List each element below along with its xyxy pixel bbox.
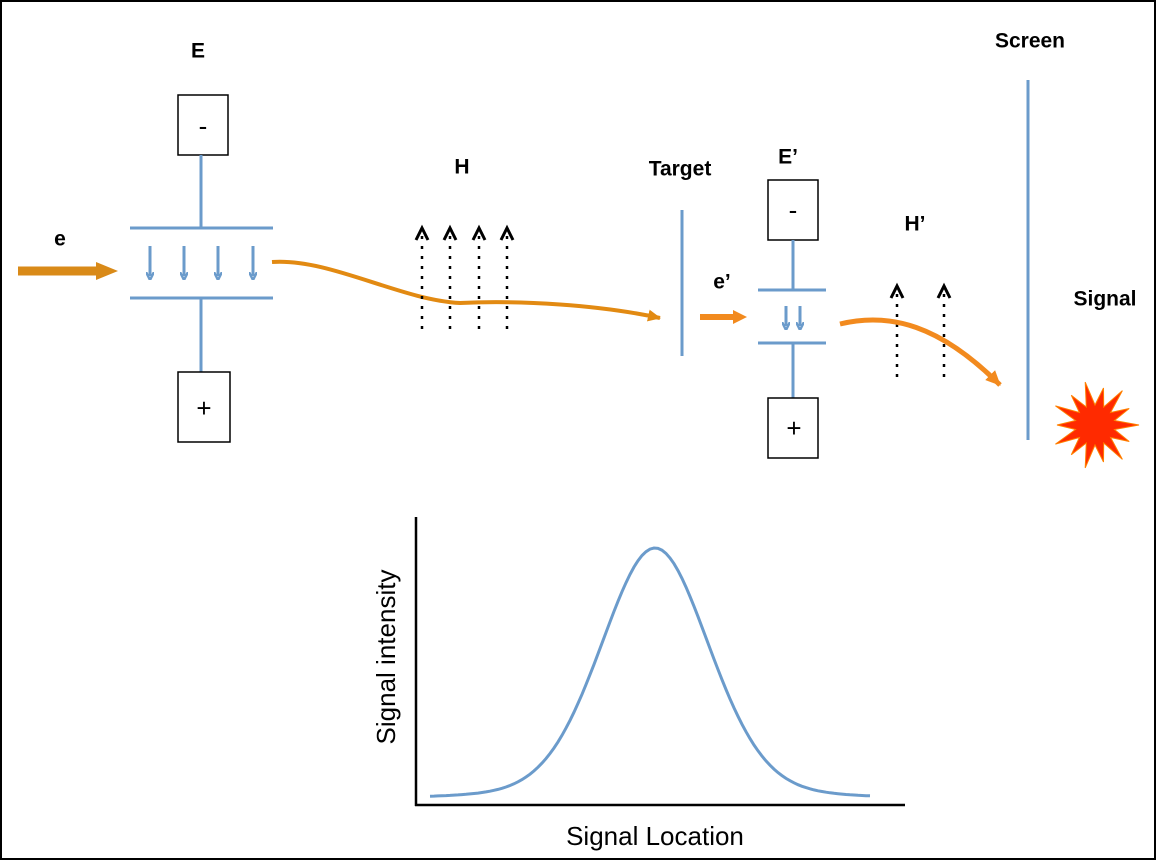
field-h-prime xyxy=(889,282,952,380)
capacitor-e xyxy=(130,94,273,443)
label: + xyxy=(786,413,801,443)
arrowhead xyxy=(733,310,747,324)
signal-burst xyxy=(1055,381,1140,469)
field-h xyxy=(414,224,515,336)
trajectory xyxy=(839,317,1002,387)
label: Target xyxy=(649,158,712,181)
label: e’ xyxy=(713,271,731,294)
arrowhead xyxy=(96,262,118,280)
distribution-curve xyxy=(429,546,871,798)
label: - xyxy=(199,111,208,141)
label: Screen xyxy=(995,30,1065,53)
label: Signal xyxy=(1073,288,1136,311)
label: H’ xyxy=(905,213,926,236)
y-axis-label: Signal intensity xyxy=(371,570,401,745)
label: e xyxy=(54,228,66,251)
trajectory xyxy=(271,259,661,322)
label: - xyxy=(789,195,798,225)
label: E xyxy=(191,40,205,63)
label: E’ xyxy=(778,146,798,169)
label: + xyxy=(196,393,211,423)
capacitor-e-prime xyxy=(758,179,826,459)
label: H xyxy=(454,156,469,179)
x-axis-label: Signal Location xyxy=(566,821,744,851)
